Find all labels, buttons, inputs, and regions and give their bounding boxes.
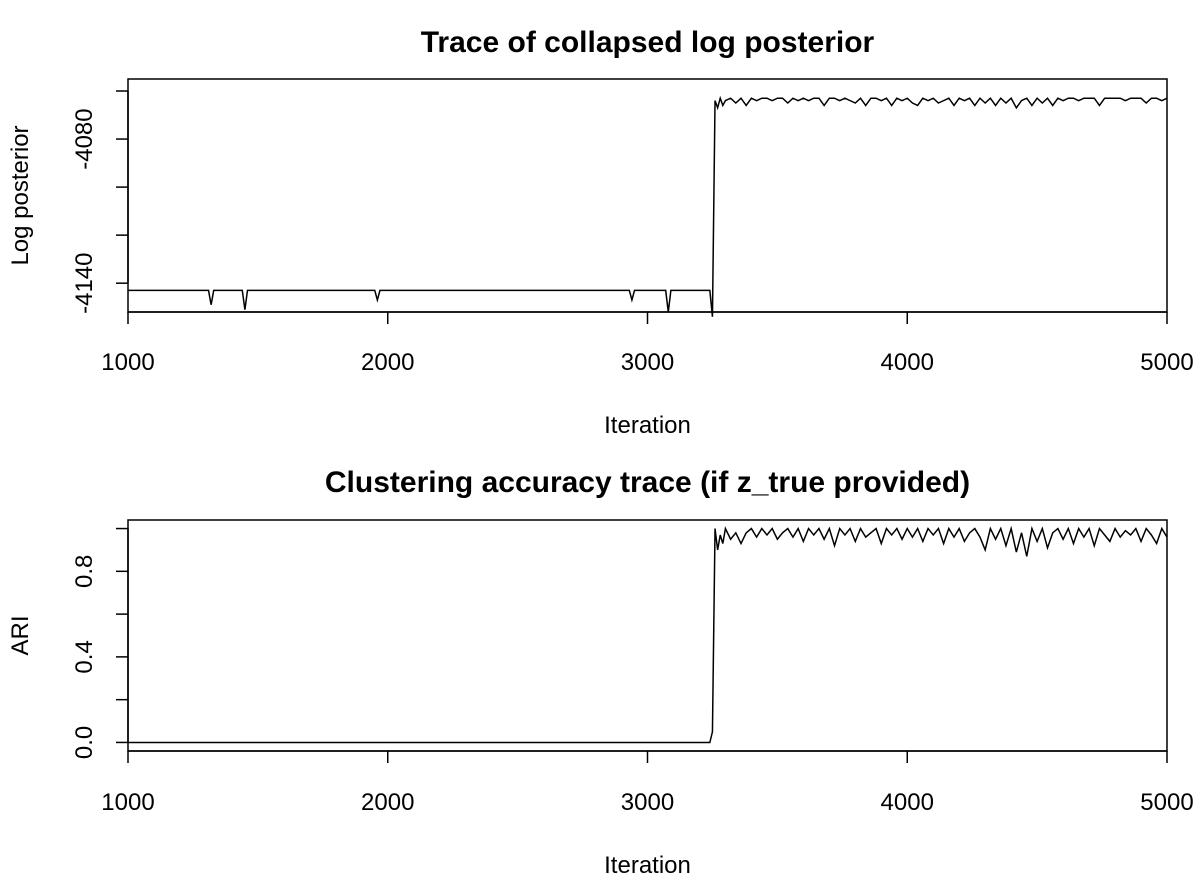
series-line-1 <box>128 525 1168 744</box>
x-tick-label: 4000 <box>881 349 934 376</box>
y-tick-label: 0.0 <box>71 726 98 759</box>
chart-title: Trace of collapsed log posterior <box>421 26 875 59</box>
series-line-1 <box>128 95 1168 317</box>
x-tick-label: 1000 <box>101 789 154 816</box>
x-axis: 1000 2000 3000 4000 5000 Iteration <box>101 311 1194 439</box>
x-tick-label: 2000 <box>361 349 414 376</box>
plot-frame <box>127 519 1168 752</box>
chart-title: Clustering accuracy trace (if z_true pro… <box>325 466 970 499</box>
x-tick-label: 3000 <box>621 349 674 376</box>
y-axis-label: Log posterior <box>7 125 34 265</box>
x-tick-label: 5000 <box>1140 349 1193 376</box>
chart-panel-1: Trace of collapsed log posterior 1000 2000… <box>7 26 1194 439</box>
y-tick-label: -4080 <box>71 108 98 169</box>
x-tick-label: 2000 <box>361 789 414 816</box>
x-axis-label: Iteration <box>604 852 691 879</box>
x-axis: 1000 2000 3000 4000 5000 Iteration <box>101 750 1194 879</box>
y-tick-label: -4140 <box>71 252 98 313</box>
y-axis: -4140 -4080 Log posterior <box>7 90 129 314</box>
x-tick-label: 1000 <box>101 349 154 376</box>
x-tick-label: 4000 <box>881 789 934 816</box>
x-tick-label: 5000 <box>1140 789 1193 816</box>
y-axis-label: ARI <box>7 615 34 655</box>
y-axis: 0.0 0.4 0.8 ARI <box>7 527 129 759</box>
y-tick-label: 0.4 <box>71 640 98 673</box>
x-tick-label: 3000 <box>621 789 674 816</box>
y-tick-label: 0.8 <box>71 555 98 588</box>
plot-frame <box>127 78 1168 313</box>
chart-panel-2: Clustering accuracy trace (if z_true pro… <box>7 466 1194 879</box>
x-axis-label: Iteration <box>604 412 691 439</box>
